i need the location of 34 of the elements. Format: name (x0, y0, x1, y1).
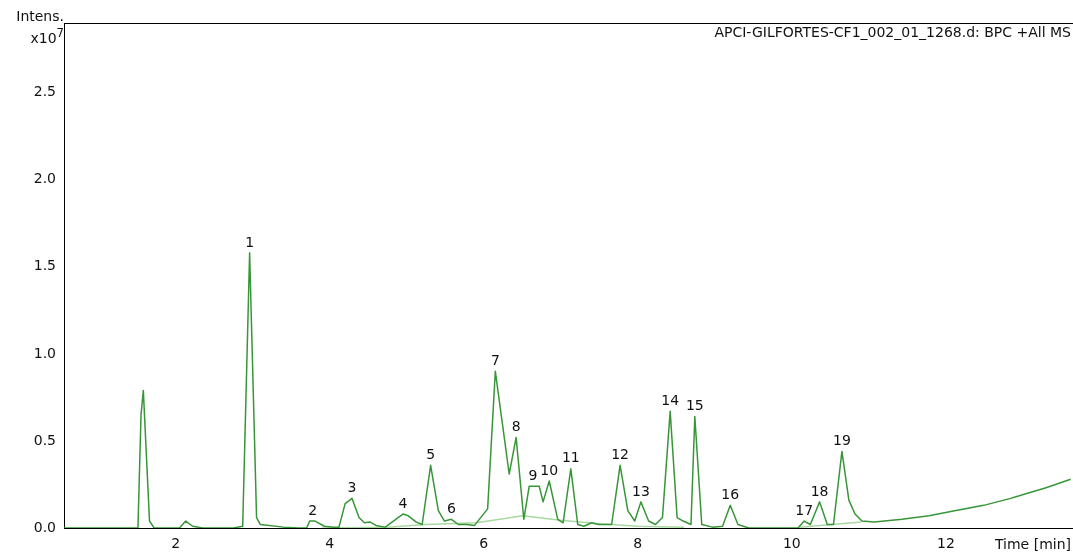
annotation: 1 (245, 233, 255, 250)
annotation: 16 (721, 486, 740, 502)
annotation: 10 (540, 461, 559, 478)
x-tick-label: 10 (782, 535, 801, 552)
x-tick-label: 4 (325, 535, 335, 552)
annotation: 15 (685, 397, 704, 414)
x-axis-title: Time [min] (994, 536, 1071, 552)
annotation: 9 (528, 466, 538, 483)
annotation: 5 (426, 445, 436, 462)
y-tick-label: 2.0 (33, 170, 56, 187)
annotation: 7 (490, 351, 500, 368)
annotation: 6 (446, 499, 456, 516)
y-axis-title: Intens. x10$^{7}$ (15, 8, 64, 47)
annotation: 8 (511, 418, 521, 435)
annotation: 11 (561, 449, 580, 466)
y-tick-label: 0.5 (33, 431, 56, 448)
x-tick-label: 2 (171, 535, 181, 552)
x-tick-label: 8 (633, 535, 643, 552)
x-tick-label: 6 (479, 535, 489, 552)
annotation: 12 (611, 445, 630, 462)
y-tick-label: 1.0 (33, 344, 56, 361)
y-tick-label: 0.0 (33, 518, 56, 535)
annotation: 18 (810, 482, 829, 499)
annotation: 2 (308, 501, 318, 518)
chart-title: APCI-GILFORTES-CF1_002_01_1268.d: BPC +All MS (714, 24, 1071, 40)
y-tick-label: 1.5 (33, 257, 56, 274)
annotation: 4 (398, 494, 408, 511)
annotation: 14 (661, 391, 680, 408)
y-tick-label: 2.5 (33, 83, 56, 100)
annotation: 19 (833, 432, 851, 449)
x-tick-label: 12 (937, 535, 955, 552)
annotation: 17 (795, 501, 814, 518)
annotation: 3 (347, 479, 357, 496)
annotation: 13 (631, 482, 650, 499)
